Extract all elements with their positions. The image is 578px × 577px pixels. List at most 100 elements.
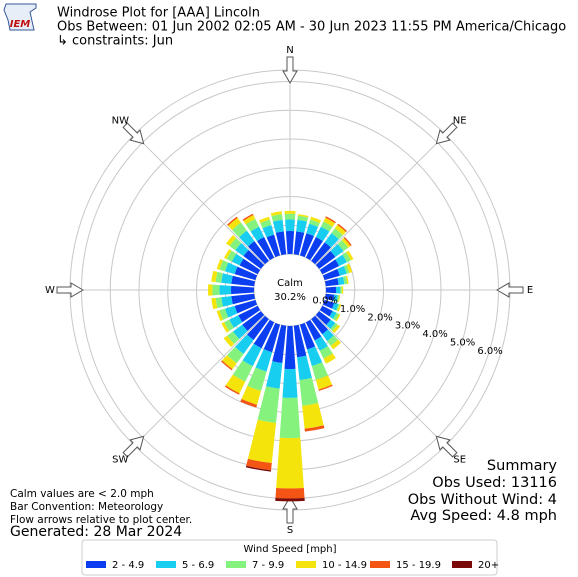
- wind-bar: [284, 210, 296, 214]
- summary-line: Obs Used: 13116: [432, 475, 557, 491]
- wind-bar: [215, 271, 223, 283]
- wind-bar: [326, 319, 336, 329]
- wind-bar: [247, 367, 267, 391]
- wind-bar: [224, 385, 240, 395]
- compass-label: SW: [112, 455, 128, 466]
- wind-bar: [227, 331, 240, 344]
- wind-bar: [240, 399, 258, 408]
- summary-title: Summary: [487, 458, 557, 474]
- r-tick-label: 2.0%: [367, 312, 392, 323]
- wind-bar: [310, 216, 322, 223]
- wind-bar: [275, 487, 305, 499]
- wind-bar: [234, 266, 258, 281]
- wind-bar: [232, 324, 248, 339]
- wind-bar: [335, 313, 341, 322]
- wind-bar: [335, 254, 347, 267]
- wind-bar: [343, 276, 348, 285]
- legend: 2 - 4.9 5 - 6.9 7 - 9.9 10 - 14.9 15 - 19.9 2…: [86, 560, 499, 571]
- legend-swatch: [296, 561, 316, 568]
- legend-label: 15 - 19.9: [396, 560, 441, 571]
- wind-bar: [224, 305, 238, 318]
- wind-bar: [332, 324, 341, 333]
- wind-bar: [299, 322, 316, 350]
- wind-bar: [227, 346, 244, 364]
- wind-bar: [250, 226, 265, 242]
- wind-bar: [219, 285, 232, 295]
- wind-bar: [245, 218, 260, 232]
- wind-bar: [238, 305, 261, 323]
- wind-bar: [225, 374, 246, 394]
- wind-bar: [235, 334, 254, 355]
- summary-line: Avg Speed: 4.8 mph: [410, 508, 557, 524]
- wind-bar: [324, 232, 339, 248]
- legend-label: 20+: [478, 560, 499, 571]
- wind-bar: [323, 217, 336, 227]
- wind-bar: [297, 215, 309, 222]
- wind-bar: [337, 276, 345, 285]
- wind-bar: [309, 219, 320, 227]
- summary-line: Obs Without Wind: 4: [408, 492, 557, 508]
- compass-label: E: [527, 285, 533, 296]
- wind-bar: [225, 235, 237, 247]
- r-tick-label: 4.0%: [422, 329, 447, 340]
- wind-bar: [246, 458, 272, 471]
- wind-bar: [272, 324, 287, 363]
- wind-bar: [315, 311, 331, 325]
- wind-bar: [285, 219, 295, 232]
- wind-bar: [322, 268, 340, 281]
- compass-arrow: [56, 282, 84, 298]
- wind-bar: [216, 310, 223, 322]
- wind-bar: [336, 295, 340, 302]
- compass-arrow: [122, 435, 145, 458]
- wind-bar: [329, 310, 337, 319]
- wind-bar: [305, 236, 323, 261]
- wind-bar: [232, 222, 247, 238]
- wind-bar: [245, 465, 272, 472]
- wind-bar: [318, 384, 333, 391]
- wind-bar: [297, 355, 312, 381]
- wind-bar: [304, 425, 325, 432]
- wind-bar: [247, 315, 269, 341]
- legend-swatch: [86, 561, 106, 568]
- wind-bar: [247, 419, 277, 464]
- legend-label: 5 - 6.9: [182, 560, 214, 571]
- note: Bar Convention: Meteorology: [10, 501, 163, 513]
- wind-bar: [346, 263, 353, 273]
- constraints: ↳ constraints: Jun: [57, 34, 173, 49]
- wind-bar: [322, 329, 334, 342]
- wind-bar: [327, 335, 338, 346]
- wind-bar: [340, 286, 342, 294]
- legend-label: 7 - 9.9: [252, 560, 284, 571]
- wind-bar: [221, 296, 233, 307]
- wind-bar: [307, 346, 323, 367]
- wind-bar: [258, 216, 270, 223]
- wind-bar: [208, 284, 213, 296]
- wind-bar: [320, 221, 333, 232]
- wind-bar: [330, 339, 341, 350]
- wind-bar: [330, 244, 344, 258]
- wind-bar: [224, 262, 238, 275]
- wind-bar: [242, 311, 265, 331]
- wind-bar: [337, 266, 347, 276]
- wind-bar: [284, 213, 296, 220]
- calm-value: 30.2%: [274, 292, 306, 303]
- wind-bar: [325, 286, 337, 294]
- wind-bar: [341, 238, 351, 248]
- wind-bar: [325, 216, 336, 224]
- wind-bar: [227, 216, 238, 226]
- legend-box: [81, 539, 498, 576]
- wind-bar: [342, 252, 351, 263]
- wind-bar: [311, 242, 331, 265]
- wind-bar: [229, 315, 243, 328]
- wind-bar: [248, 241, 269, 265]
- spoke: [134, 315, 265, 446]
- wind-bar: [231, 253, 244, 266]
- wind-bar: [311, 362, 329, 380]
- wind-bar: [265, 361, 283, 389]
- legend-swatch: [370, 561, 390, 568]
- wind-bar: [282, 368, 298, 398]
- spoke: [315, 134, 446, 265]
- compass-label: NW: [112, 115, 129, 126]
- wind-bar: [296, 219, 308, 233]
- wind-bar: [299, 377, 319, 406]
